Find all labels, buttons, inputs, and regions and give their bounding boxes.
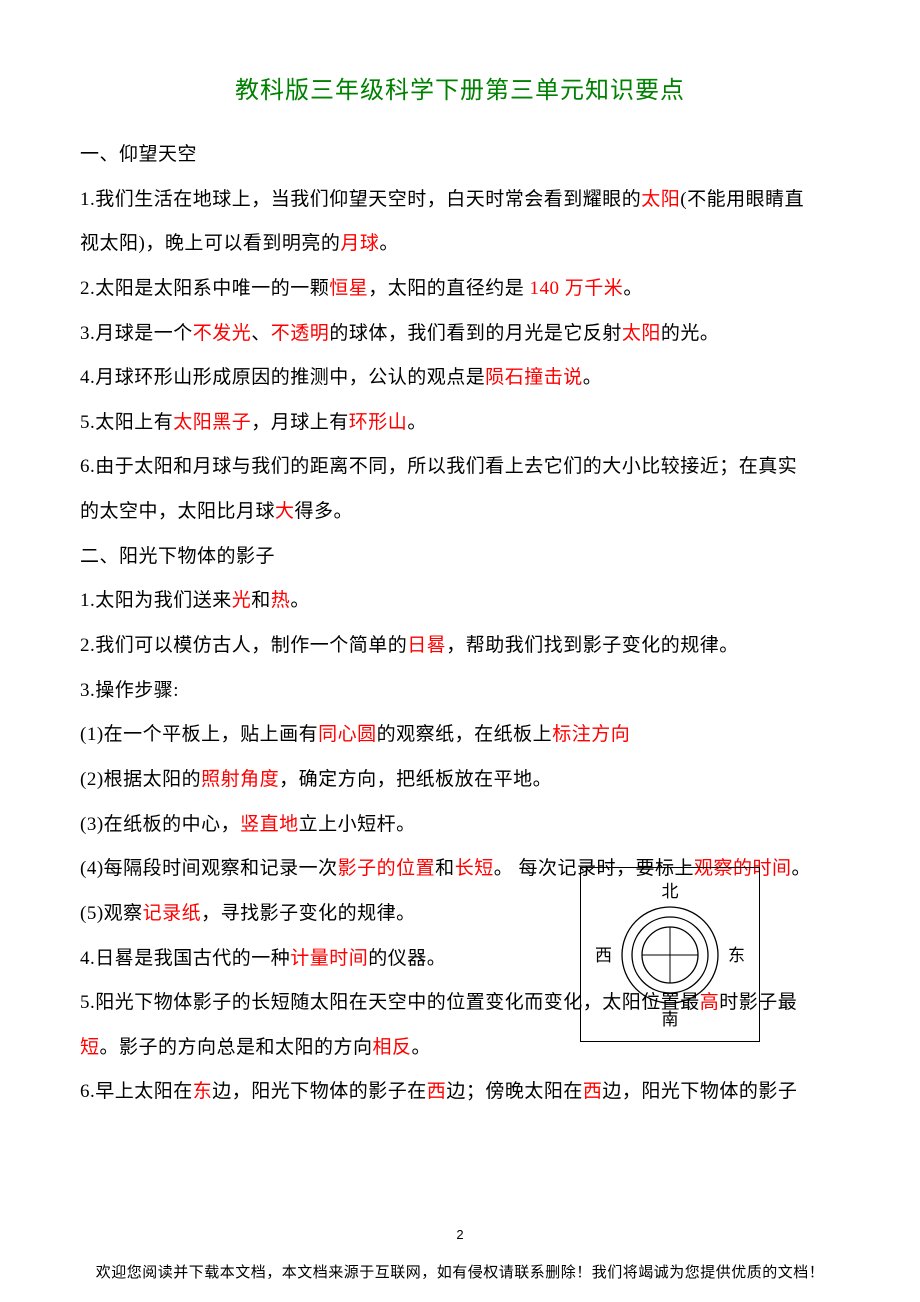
highlight: 记录纸: [143, 903, 202, 924]
content: 一、仰望天空 1.我们生活在地球上，当我们仰望天空时，白天时常会看到耀眼的太阳(…: [80, 133, 840, 1115]
text: ，太阳的直径约是: [368, 278, 529, 299]
para: 的太空中，太阳比月球大得多。: [80, 490, 840, 535]
para: (3)在纸板的中心，竖直地立上小短杆。: [80, 803, 840, 848]
svg-text:东: 东: [728, 946, 745, 965]
text: 的球体，我们看到的月光是它反射: [329, 323, 622, 344]
para: 5.太阳上有太阳黑子，月球上有环形山。: [80, 401, 840, 446]
section-heading-1: 一、仰望天空: [80, 133, 840, 178]
text: 和: [435, 858, 455, 879]
text: 边，阳光下物体的影子在: [212, 1081, 427, 1102]
highlight: 月球: [340, 233, 379, 254]
highlight: 太阳: [641, 189, 680, 210]
text: 、: [251, 323, 271, 344]
para: 2.太阳是太阳系中唯一的一颗恒星，太阳的直径约是 140 万千米。: [80, 267, 840, 312]
text: 。: [791, 858, 811, 879]
text: ，帮助我们找到影子变化的规律。: [446, 635, 739, 656]
text: 2.我们可以模仿古人，制作一个简单的: [80, 635, 407, 656]
text: 5.太阳上有: [80, 412, 173, 433]
document-page: 教科版三年级科学下册第三单元知识要点 一、仰望天空 1.我们生活在地球上，当我们…: [0, 0, 920, 1302]
para: (1)在一个平板上，贴上画有同心圆的观察纸，在纸板上标注方向: [80, 713, 840, 758]
highlight: 光: [232, 590, 252, 611]
highlight: 恒星: [329, 278, 368, 299]
para: 2.我们可以模仿古人，制作一个简单的日晷，帮助我们找到影子变化的规律。: [80, 624, 840, 669]
text: 1.太阳为我们送来: [80, 590, 232, 611]
svg-text:北: 北: [662, 882, 679, 901]
text: 的太空中，太阳比月球: [80, 501, 275, 522]
text: 。影子的方向总是和太阳的方向: [100, 1037, 373, 1058]
compass-diagram: 北南 西 东: [580, 867, 760, 1042]
text: (1)在一个平板上，贴上画有: [80, 724, 318, 745]
text: 。: [623, 278, 643, 299]
section-heading-2: 二、阳光下物体的影子: [80, 535, 840, 580]
highlight: 短: [80, 1037, 100, 1058]
highlight: 日晷: [407, 635, 446, 656]
para: (2)根据太阳的照射角度，确定方向，把纸板放在平地。: [80, 758, 840, 803]
text: 4.日晷是我国古代的一种: [80, 948, 290, 969]
highlight: 140 万千米: [530, 278, 624, 299]
highlight: 同心圆: [318, 724, 377, 745]
highlight: 相反: [373, 1037, 412, 1058]
page-number: 2: [0, 1227, 920, 1242]
para: 3.月球是一个不发光、不透明的球体，我们看到的月光是它反射太阳的光。: [80, 312, 840, 357]
highlight: 长短: [455, 858, 494, 879]
para: 6.由于太阳和月球与我们的距离不同，所以我们看上去它们的大小比较接近；在真实: [80, 445, 840, 490]
text: (5)观察: [80, 903, 143, 924]
text: 立上小短杆。: [299, 814, 416, 835]
text: 3.月球是一个: [80, 323, 193, 344]
highlight: 不发光: [193, 323, 252, 344]
text: (2)根据太阳的: [80, 769, 201, 790]
text: 的仪器。: [368, 948, 446, 969]
compass-icon: 北南 西 东: [580, 867, 760, 1042]
highlight: 计量时间: [290, 948, 368, 969]
para: 视太阳)，晚上可以看到明亮的月球。: [80, 222, 840, 267]
highlight: 环形山: [349, 412, 408, 433]
highlight: 太阳: [622, 323, 661, 344]
highlight: 不透明: [271, 323, 330, 344]
text: 。: [379, 233, 399, 254]
text: 。: [412, 1037, 432, 1058]
text: 和: [251, 590, 271, 611]
para: 4.月球环形山形成原因的推测中，公认的观点是陨石撞击说。: [80, 356, 840, 401]
text: 6.由于太阳和月球与我们的距离不同，所以我们看上去它们的大小比较接近；在真实: [80, 456, 797, 477]
text: 的光。: [661, 323, 720, 344]
text: 1.我们生活在地球上，当我们仰望天空时，白天时常会看到耀眼的: [80, 189, 641, 210]
highlight: 西: [583, 1081, 603, 1102]
svg-text:西: 西: [595, 946, 612, 965]
text: ，确定方向，把纸板放在平地。: [279, 769, 552, 790]
text: 4.月球环形山形成原因的推测中，公认的观点是: [80, 367, 485, 388]
text: ，寻找影子变化的规律。: [201, 903, 416, 924]
highlight: 太阳黑子: [173, 412, 251, 433]
para: 1.我们生活在地球上，当我们仰望天空时，白天时常会看到耀眼的太阳(不能用眼睛直: [80, 178, 840, 223]
text: 。: [290, 590, 310, 611]
text: (不能用眼睛直: [680, 189, 804, 210]
highlight: 陨石撞击说: [485, 367, 583, 388]
text: ，月球上有: [251, 412, 349, 433]
highlight: 大: [275, 501, 295, 522]
text: 边；傍晚太阳在: [446, 1081, 583, 1102]
highlight: 热: [271, 590, 291, 611]
text: 6.早上太阳在: [80, 1081, 193, 1102]
para: 1.太阳为我们送来光和热。: [80, 579, 840, 624]
text: 的观察纸，在纸板上: [377, 724, 553, 745]
page-title: 教科版三年级科学下册第三单元知识要点: [80, 70, 840, 105]
para: 6.早上太阳在东边，阳光下物体的影子在西边；傍晚太阳在西边，阳光下物体的影子: [80, 1070, 840, 1115]
highlight: 东: [193, 1081, 213, 1102]
text: (3)在纸板的中心，: [80, 814, 240, 835]
highlight: 西: [427, 1081, 447, 1102]
highlight: 标注方向: [552, 724, 630, 745]
highlight: 照射角度: [201, 769, 279, 790]
text: 2.太阳是太阳系中唯一的一颗: [80, 278, 329, 299]
highlight: 影子的位置: [338, 858, 436, 879]
highlight: 竖直地: [240, 814, 299, 835]
para: 3.操作步骤:: [80, 669, 840, 714]
text: 。: [407, 412, 427, 433]
svg-text:南: 南: [662, 1010, 679, 1029]
text: 。: [583, 367, 603, 388]
text: (4)每隔段时间观察和记录一次: [80, 858, 338, 879]
text: 边，阳光下物体的影子: [602, 1081, 797, 1102]
footer-text: 欢迎您阅读并下载本文档，本文档来源于互联网，如有侵权请联系删除！我们将竭诚为您提…: [0, 1261, 920, 1282]
text: 视太阳)，晚上可以看到明亮的: [80, 233, 340, 254]
text: 得多。: [295, 501, 354, 522]
